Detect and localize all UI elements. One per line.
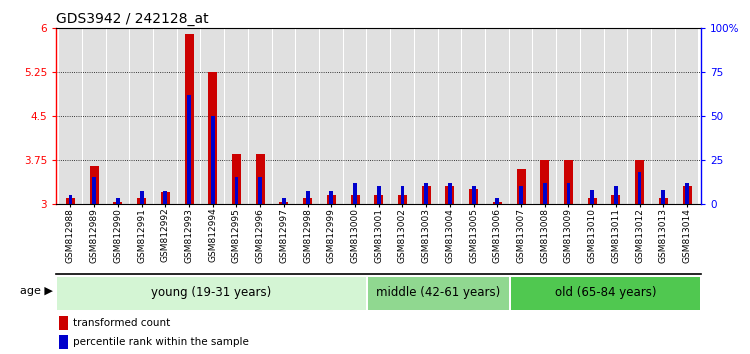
Bar (235, 177, 238, 204)
Text: transformed count: transformed count (73, 318, 170, 328)
Bar (137, 198, 146, 204)
Bar (282, 198, 286, 204)
Bar (614, 186, 618, 204)
Bar (628, 28, 651, 204)
Bar (59, 28, 82, 204)
Bar (446, 186, 454, 204)
Bar (682, 186, 692, 204)
Bar (439, 28, 461, 204)
Bar (493, 202, 502, 204)
Bar (211, 116, 214, 204)
Bar (533, 28, 556, 204)
Bar (184, 34, 194, 204)
Bar (116, 198, 120, 204)
Bar (209, 72, 218, 204)
Text: old (65-84 years): old (65-84 years) (555, 286, 656, 299)
Bar (652, 28, 675, 204)
Bar (540, 160, 549, 204)
Bar (400, 186, 404, 204)
Text: young (19-31 years): young (19-31 years) (152, 286, 272, 299)
Text: middle (42-61 years): middle (42-61 years) (376, 286, 500, 299)
Bar (368, 277, 509, 310)
Bar (178, 28, 200, 204)
Bar (580, 28, 604, 204)
Bar (658, 198, 668, 204)
Bar (496, 198, 500, 204)
Bar (57, 277, 366, 310)
Bar (113, 202, 122, 204)
Bar (327, 195, 336, 204)
Bar (329, 191, 333, 204)
Bar (68, 195, 72, 204)
Bar (306, 191, 310, 204)
Bar (557, 28, 580, 204)
Bar (66, 198, 75, 204)
Bar (424, 183, 428, 204)
Bar (517, 169, 526, 204)
Bar (519, 186, 523, 204)
Bar (422, 186, 430, 204)
Bar (140, 191, 143, 204)
Bar (272, 28, 296, 204)
Bar (590, 189, 594, 204)
Bar (566, 183, 570, 204)
Bar (232, 154, 241, 204)
Text: GDS3942 / 242128_at: GDS3942 / 242128_at (56, 12, 208, 26)
Bar (249, 28, 272, 204)
Bar (256, 154, 265, 204)
Bar (564, 160, 573, 204)
Text: percentile rank within the sample: percentile rank within the sample (73, 337, 249, 347)
Bar (258, 177, 262, 204)
Bar (344, 28, 367, 204)
Text: age ▶: age ▶ (20, 286, 53, 296)
Bar (415, 28, 437, 204)
Bar (188, 95, 191, 204)
Bar (92, 177, 96, 204)
Bar (59, 335, 68, 349)
Bar (543, 183, 547, 204)
Bar (469, 189, 478, 204)
Bar (638, 172, 641, 204)
Bar (154, 28, 177, 204)
Bar (662, 189, 665, 204)
Bar (201, 28, 224, 204)
Bar (486, 28, 508, 204)
Bar (374, 195, 383, 204)
Bar (611, 195, 620, 204)
Bar (82, 28, 106, 204)
Bar (588, 198, 597, 204)
Bar (676, 28, 698, 204)
Bar (511, 277, 700, 310)
Bar (59, 316, 68, 330)
Bar (448, 183, 452, 204)
Bar (398, 195, 407, 204)
Bar (376, 186, 381, 204)
Bar (303, 198, 312, 204)
Bar (510, 28, 532, 204)
Bar (353, 183, 357, 204)
Bar (604, 28, 627, 204)
Bar (350, 195, 359, 204)
Bar (296, 28, 319, 204)
Bar (130, 28, 153, 204)
Bar (368, 28, 390, 204)
Bar (320, 28, 343, 204)
Bar (164, 191, 167, 204)
Bar (462, 28, 485, 204)
Bar (280, 202, 289, 204)
Bar (635, 160, 644, 204)
Bar (686, 183, 689, 204)
Bar (90, 166, 99, 204)
Bar (160, 192, 170, 204)
Bar (106, 28, 129, 204)
Bar (391, 28, 414, 204)
Bar (472, 186, 476, 204)
Bar (225, 28, 248, 204)
